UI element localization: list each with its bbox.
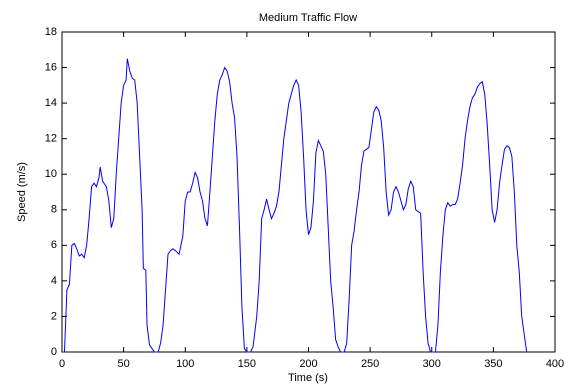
- x-tick-label: 100: [176, 358, 194, 370]
- x-tick-label: 300: [423, 358, 441, 370]
- y-tick-label: 0: [51, 346, 57, 358]
- y-tick-label: 8: [51, 204, 57, 216]
- chart-title: Medium Traffic Flow: [259, 12, 357, 24]
- y-tick-label: 2: [51, 310, 57, 322]
- y-tick-label: 10: [45, 168, 57, 180]
- x-tick-label: 0: [59, 358, 65, 370]
- y-tick-label: 16: [45, 61, 57, 73]
- x-tick-label: 250: [361, 358, 379, 370]
- speed-line: [62, 58, 528, 353]
- x-tick-label: 50: [118, 358, 130, 370]
- y-tick-label: 4: [51, 275, 57, 287]
- x-tick-label: 400: [546, 358, 564, 370]
- x-tick-label: 350: [484, 358, 502, 370]
- y-tick-label: 18: [45, 26, 57, 38]
- x-tick-label: 200: [299, 358, 317, 370]
- y-tick-label: 12: [45, 133, 57, 145]
- y-tick-label: 6: [51, 239, 57, 251]
- x-axis-label: Time (s): [288, 372, 328, 384]
- plot-box: [61, 31, 556, 353]
- x-tick-label: 150: [238, 358, 256, 370]
- y-axis-label: Speed (m/s): [16, 162, 28, 222]
- y-tick-label: 14: [45, 97, 57, 109]
